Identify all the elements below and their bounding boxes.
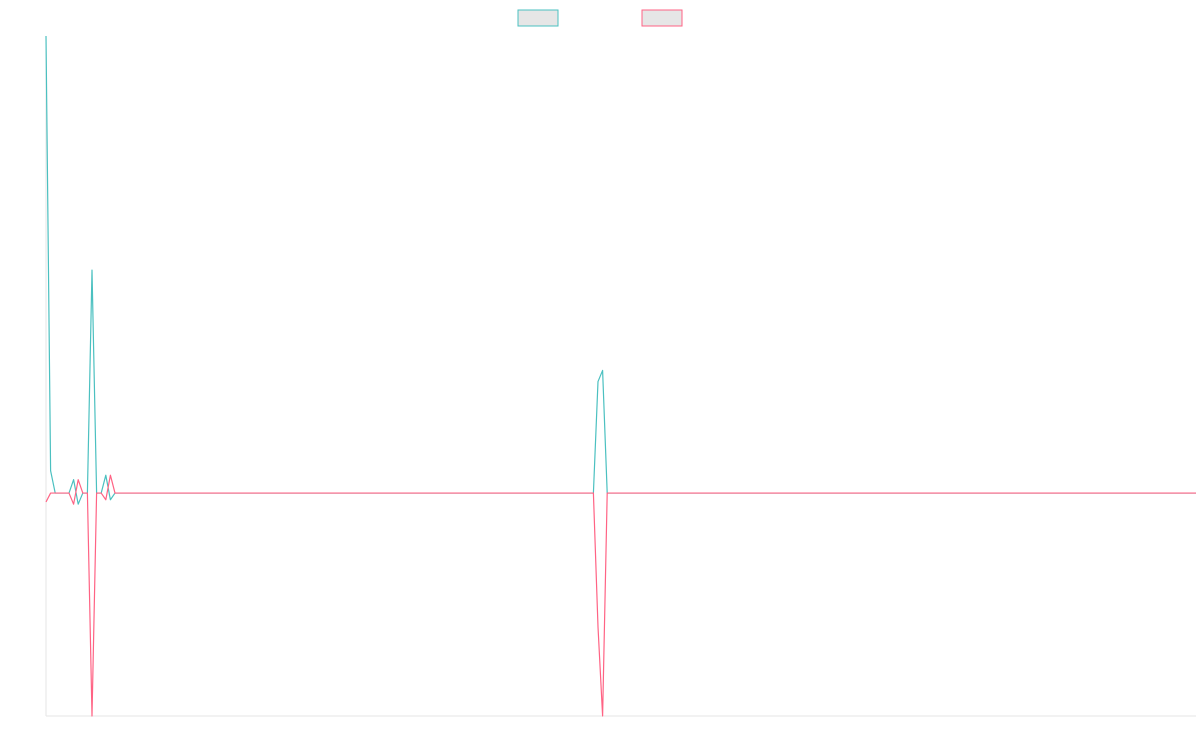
series-line-1 (45, 35, 1196, 505)
legend (517, 9, 683, 27)
series-line-2 (45, 474, 1196, 717)
axes (45, 36, 1196, 717)
series-lines (45, 35, 1196, 717)
legend-swatch-2 (641, 9, 683, 27)
legend-swatch-1 (517, 9, 559, 27)
